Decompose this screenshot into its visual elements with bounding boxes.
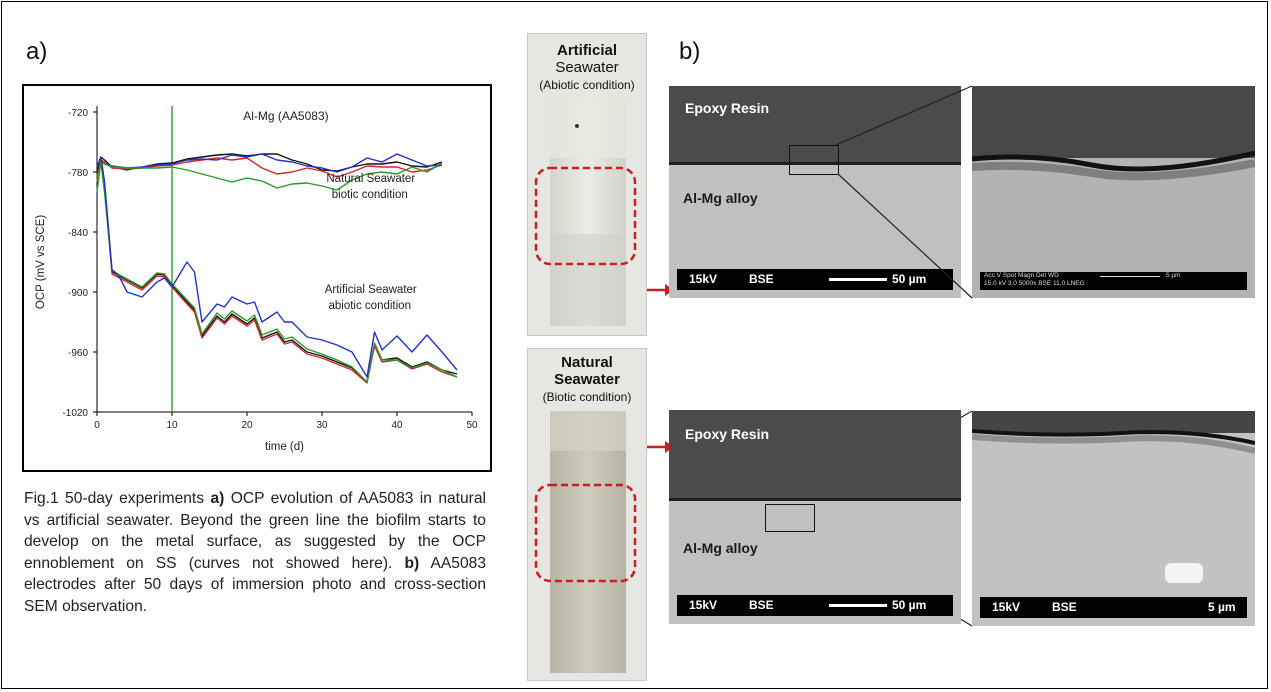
photo-artificial-line3: (Abiotic condition) xyxy=(539,78,635,92)
sem-bottom-zoom-scale: 5 µm xyxy=(1208,600,1236,614)
sem-bottom-epoxy-label: Epoxy Resin xyxy=(685,426,770,442)
y-tick-label: -720 xyxy=(68,108,88,119)
x-tick-label: 0 xyxy=(94,420,100,431)
x-tick-label: 10 xyxy=(166,420,178,431)
sem-bottom-zoom-scalebar: 15kV BSE 5 µm xyxy=(980,597,1247,618)
x-axis-label: time (d) xyxy=(265,441,304,453)
sem-bottom-mode: BSE xyxy=(749,598,774,612)
x-tick-label: 40 xyxy=(391,420,403,431)
sem-top-scale-line xyxy=(829,278,887,281)
sem-bottom-kv: 15kV xyxy=(689,598,718,612)
sem-top-scalebar: 15kV BSE 50 µm xyxy=(677,269,953,290)
caption-b-marker: b) xyxy=(404,554,420,572)
ocp-chart: 0 10 20 30 40 50 -720 -780 -840 -900 -960 -1020 time… xyxy=(22,84,492,472)
chart-annotation-0: Natural Seawater xyxy=(326,173,415,185)
sem-top-zoom-box xyxy=(789,145,839,175)
sem-bottom-scalebar: 15kV BSE 50 µm xyxy=(677,595,953,616)
photo-natural-title: Natural xyxy=(561,354,613,371)
series-line-natural-1 xyxy=(96,157,443,183)
electrode-natural-image xyxy=(534,411,637,673)
sem-bottom-overview: Epoxy Resin Al-Mg alloy 15kV BSE 50 µm xyxy=(669,410,961,624)
chart-annotation-1: Artificial Seawater xyxy=(325,284,417,296)
electrode-artificial-image xyxy=(534,98,637,326)
y-axis-label: OCP (mV vs SCE) xyxy=(35,215,47,310)
photo-artificial-line2: Seawater xyxy=(555,59,619,76)
caption-prefix: Fig.1 50-day experiments xyxy=(24,490,211,507)
sem-top-epoxy-label: Epoxy Resin xyxy=(685,100,770,116)
photo-natural-line3: (Biotic condition) xyxy=(542,390,632,404)
series-line-natural-3 xyxy=(96,161,443,193)
sem-bottom-zoom-particle xyxy=(1165,563,1203,583)
sem-bottom-scale: 50 µm xyxy=(892,598,927,612)
sem-top-overview: Epoxy Resin Al-Mg alloy 15kV BSE 50 µm xyxy=(669,86,961,298)
sem-top-zoom-crack xyxy=(972,150,1255,181)
sem-top-scale: 50 µm xyxy=(892,272,927,286)
sem-top-zoom-info: Acc.V Spot Magn Det WD xyxy=(984,272,1059,279)
sem-top-zoom-epoxy xyxy=(972,86,1255,158)
caption-a-text: OCP evolution of AA5083 in natural vs ar… xyxy=(24,490,486,572)
chart-annotation-0: biotic condition xyxy=(332,189,408,201)
photo-artificial-title: Artificial xyxy=(556,42,617,59)
sem-top-zoom-scale: 5 µm xyxy=(1166,272,1181,279)
y-tick-label: -900 xyxy=(68,288,88,299)
sem-bottom-zoom: 15kV BSE 5 µm xyxy=(972,411,1255,626)
sem-top-zoom-infobar: Acc.V Spot Magn Det WD 15.0 kV 3.0 5000x… xyxy=(980,272,1247,290)
x-tick-label: 20 xyxy=(241,420,253,431)
sem-top-mode: BSE xyxy=(749,272,774,286)
series-line-artificial-5 xyxy=(96,159,458,384)
ocp-chart-svg: 0 10 20 30 40 50 -720 -780 -840 -900 -960 -1020 time… xyxy=(35,106,478,453)
series-line-artificial-7 xyxy=(96,156,458,378)
photo-artificial-seawater: Artificial Seawater (Abiotic condition) xyxy=(527,33,647,336)
figure-caption: Fig.1 50-day experiments a) OCP evolutio… xyxy=(24,488,486,617)
sem-bottom-zoom-mode: BSE xyxy=(1052,600,1077,614)
panel-a-label: a) xyxy=(26,38,48,65)
y-tick-label: -840 xyxy=(68,228,88,239)
sem-bottom-zoom-epoxy xyxy=(972,411,1255,433)
x-tick-label: 50 xyxy=(466,420,478,431)
sem-top-interface xyxy=(669,162,961,165)
sem-bottom-zoom-box xyxy=(765,504,815,532)
series-line-artificial-6 xyxy=(96,161,458,383)
chart-title: Al-Mg (AA5083) xyxy=(243,109,328,123)
sem-top-zoom-info2: 15.0 kV 3.0 5000x BSE 11.0 LNEG xyxy=(984,280,1085,287)
x-tick-label: 30 xyxy=(316,420,328,431)
y-tick-label: -1020 xyxy=(62,408,88,419)
sem-top-zoom-scale-line xyxy=(1100,276,1160,277)
chart-annotation-1: abiotic condition xyxy=(329,300,411,312)
sem-top-kv: 15kV xyxy=(689,272,718,286)
sem-top-zoom: Acc.V Spot Magn Det WD 15.0 kV 3.0 5000x… xyxy=(972,86,1255,298)
y-tick-label: -960 xyxy=(68,348,88,359)
photo-natural-seawater: Natural Seawater (Biotic condition) xyxy=(527,348,647,681)
panel-b-label: b) xyxy=(679,38,701,65)
sem-bottom-interface xyxy=(669,498,961,501)
caption-b-text: AA5083 electrodes after 50 days of immer… xyxy=(24,554,486,615)
sem-bottom-alloy-label: Al-Mg alloy xyxy=(683,540,758,556)
sem-bottom-zoom-kv: 15kV xyxy=(992,600,1021,614)
y-tick-label: -780 xyxy=(68,168,88,179)
sem-top-alloy-label: Al-Mg alloy xyxy=(683,190,758,206)
sem-bottom-zoom-crack xyxy=(972,429,1255,454)
sem-bottom-epoxy-region xyxy=(669,410,961,500)
photo-natural-line2: Seawater xyxy=(554,371,620,388)
caption-a-marker: a) xyxy=(210,490,225,507)
sem-bottom-scale-line xyxy=(829,604,887,607)
